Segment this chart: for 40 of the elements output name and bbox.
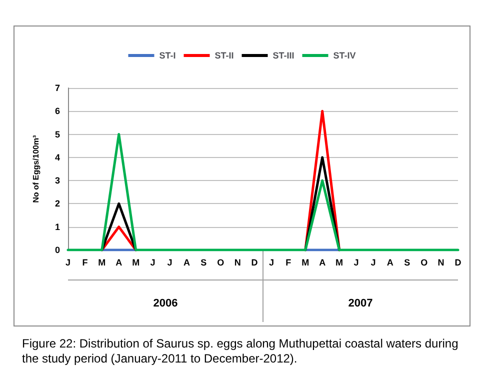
legend-label: ST-I <box>159 50 176 60</box>
x-tick-label: J <box>268 258 274 268</box>
x-tick-label: A <box>319 258 326 268</box>
legend-label: ST-IV <box>333 50 356 60</box>
legend-label: ST-II <box>214 50 234 60</box>
x-tick-label: F <box>82 258 88 268</box>
y-tick-label: 4 <box>54 152 60 162</box>
x-tick-label: A <box>116 258 123 268</box>
x-tick-label: S <box>404 258 410 268</box>
y-tick-label: 0 <box>54 245 60 255</box>
y-tick-label: 5 <box>54 129 60 140</box>
x-tick-label: A <box>183 258 190 268</box>
x-tick-label: D <box>251 258 258 268</box>
x-tick-label: A <box>386 258 394 268</box>
y-tick-label: 3 <box>54 176 60 186</box>
x-tick-label: M <box>336 258 344 268</box>
text: 2007 <box>348 298 373 310</box>
x-tick-label: M <box>132 258 140 268</box>
caption: Figure 22: Distribution of Saurus sp. eggs along Muthupettai coastal waters during the study period (January-2011 to December-2012). <box>22 336 462 366</box>
x-tick-label: J <box>167 258 172 268</box>
x-tick-label: J <box>150 258 156 268</box>
x-tick-label: J <box>370 258 376 268</box>
y-tick-label: 1 <box>54 222 60 232</box>
x-tick-label: M <box>302 258 310 268</box>
y-tick-label: 2 <box>54 198 60 209</box>
y-tick-label: 7 <box>54 83 60 93</box>
y-tick-label: 6 <box>54 106 60 116</box>
x-tick-label: J <box>354 258 359 268</box>
x-tick-label: M <box>98 258 106 268</box>
y-axis-title: No of Eggs/100m³ <box>32 134 40 203</box>
legend-label: ST-III <box>272 50 294 60</box>
x-tick-label: O <box>420 258 428 268</box>
x-tick-label: N <box>234 258 241 268</box>
x-tick-label: J <box>65 258 71 268</box>
x-tick-label: F <box>286 258 292 268</box>
x-tick-label: S <box>200 258 207 268</box>
text: 2006 <box>153 298 178 310</box>
x-tick-label: D <box>454 258 462 268</box>
x-tick-label: N <box>438 258 444 268</box>
x-tick-label: O <box>217 258 224 268</box>
